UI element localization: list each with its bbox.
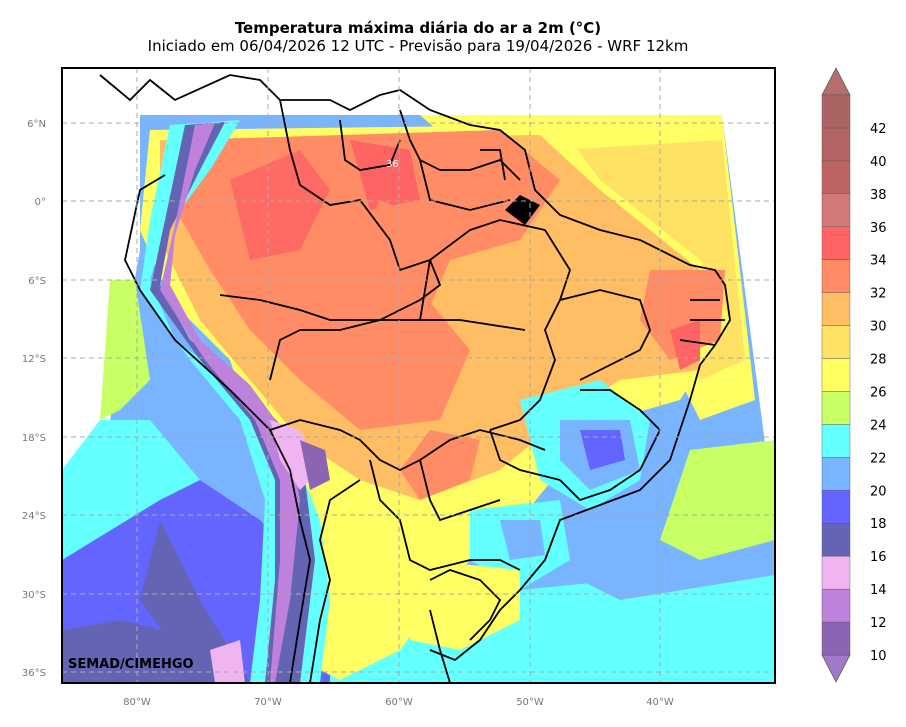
lon-label: 60°W — [385, 697, 413, 708]
colorbar-swatch — [821, 160, 851, 195]
colorbar-label: 18 — [870, 517, 887, 532]
lat-label: 6°N — [27, 119, 46, 130]
colorbar-swatch — [821, 193, 851, 227]
colorbar: 10 12 14 16 18 20 22 24 26 28 30 32 34 36 38 40 42 — [821, 67, 887, 683]
colorbar-swatch — [821, 292, 851, 326]
grid-lines — [62, 68, 775, 683]
watermark: SEMAD/CIMEHGO — [68, 657, 194, 672]
chart-title: Temperatura máxima diária do ar a 2m (°C… — [234, 19, 602, 37]
colorbar-label: 22 — [870, 451, 887, 466]
colorbar-label: 20 — [870, 484, 887, 499]
colorbar-label: 10 — [870, 649, 887, 664]
colorbar-label: 38 — [870, 188, 887, 203]
lat-label: 30°S — [22, 590, 46, 601]
colorbar-over-arrow — [821, 67, 851, 96]
colorbar-swatch — [821, 490, 851, 524]
temperature-field — [62, 68, 775, 683]
lat-label: 0° — [35, 197, 46, 208]
boundaries — [99, 74, 731, 683]
colorbar-swatch — [821, 523, 851, 557]
colorbar-under-arrow — [821, 654, 851, 683]
lon-label: 70°W — [254, 697, 282, 708]
colorbar-swatch — [821, 127, 851, 162]
colorbar-swatch — [821, 457, 851, 491]
colorbar-swatch — [821, 325, 851, 359]
colorbar-swatch — [821, 621, 851, 656]
colorbar-swatch — [821, 424, 851, 458]
lon-label: 50°W — [516, 697, 544, 708]
colorbar-label: 30 — [870, 320, 887, 335]
colorbar-label: 32 — [870, 287, 887, 302]
colorbar-label: 34 — [870, 254, 887, 269]
lon-label: 40°W — [646, 697, 674, 708]
colorbar-swatch — [821, 94, 851, 129]
colorbar-swatch — [821, 391, 851, 425]
colorbar-label: 16 — [870, 550, 887, 565]
map-frame — [61, 67, 776, 684]
colorbar-label: 36 — [870, 221, 887, 236]
contour-label: 36 — [386, 159, 399, 170]
colorbar-label: 14 — [870, 583, 887, 598]
colorbar-label: 42 — [870, 122, 887, 137]
lat-label: 24°S — [22, 511, 46, 522]
colorbar-label: 12 — [870, 616, 887, 631]
colorbar-swatch — [821, 555, 851, 590]
colorbar-label: 26 — [870, 385, 887, 400]
lat-label: 36°S — [22, 668, 46, 679]
lat-label: 12°S — [22, 354, 46, 365]
colorbar-label: 24 — [870, 418, 887, 433]
colorbar-swatch — [821, 588, 851, 623]
lat-label: 6°S — [28, 276, 46, 287]
chart-subtitle: Iniciado em 06/04/2026 12 UTC - Previsão… — [147, 37, 689, 55]
colorbar-swatch — [821, 358, 851, 392]
colorbar-label: 28 — [870, 353, 887, 368]
lat-label: 18°S — [22, 433, 46, 444]
colorbar-swatch — [821, 259, 851, 293]
colorbar-swatch — [821, 226, 851, 260]
lon-label: 80°W — [123, 697, 151, 708]
colorbar-label: 40 — [870, 155, 887, 170]
